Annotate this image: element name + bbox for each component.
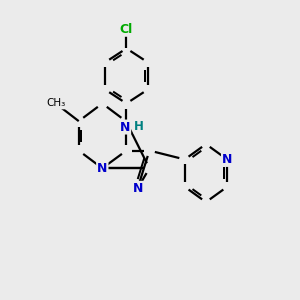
- Text: CH₃: CH₃: [46, 98, 65, 109]
- Text: N: N: [132, 182, 143, 195]
- Text: N: N: [222, 153, 232, 166]
- Text: Cl: Cl: [120, 23, 133, 36]
- Text: N: N: [120, 121, 130, 134]
- Text: N: N: [97, 162, 107, 175]
- Text: H: H: [134, 120, 144, 133]
